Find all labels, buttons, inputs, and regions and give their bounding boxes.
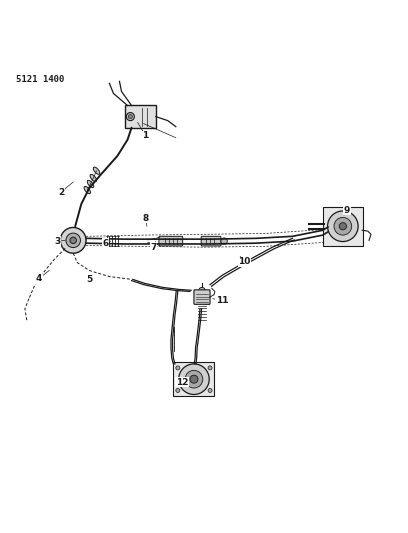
- Circle shape: [70, 237, 76, 244]
- Circle shape: [129, 115, 132, 119]
- Text: 9: 9: [344, 206, 350, 215]
- Ellipse shape: [84, 187, 91, 193]
- Text: 5: 5: [86, 275, 93, 284]
- Circle shape: [199, 287, 205, 294]
- Circle shape: [339, 223, 346, 230]
- Circle shape: [334, 217, 352, 235]
- Ellipse shape: [90, 174, 97, 182]
- FancyBboxPatch shape: [323, 206, 363, 246]
- FancyBboxPatch shape: [173, 362, 215, 397]
- Text: 10: 10: [238, 257, 251, 266]
- Text: 1: 1: [142, 131, 149, 140]
- Text: 4: 4: [36, 274, 42, 283]
- FancyBboxPatch shape: [159, 236, 183, 246]
- Text: 5121 1400: 5121 1400: [16, 75, 64, 84]
- FancyBboxPatch shape: [125, 105, 156, 128]
- Text: 12: 12: [175, 378, 188, 387]
- Ellipse shape: [87, 180, 94, 188]
- Circle shape: [185, 370, 203, 388]
- Text: 11: 11: [216, 296, 228, 305]
- Text: 3: 3: [54, 237, 60, 246]
- Circle shape: [66, 233, 80, 248]
- Text: 7: 7: [151, 243, 157, 252]
- Circle shape: [208, 366, 212, 370]
- Circle shape: [221, 238, 227, 244]
- FancyBboxPatch shape: [201, 236, 221, 246]
- Circle shape: [176, 389, 180, 392]
- Circle shape: [190, 375, 198, 383]
- Circle shape: [176, 366, 180, 370]
- Ellipse shape: [93, 167, 100, 174]
- Circle shape: [179, 364, 209, 394]
- Circle shape: [328, 211, 358, 241]
- Text: 8: 8: [142, 214, 149, 223]
- Circle shape: [126, 112, 134, 120]
- Circle shape: [208, 389, 212, 392]
- Circle shape: [60, 228, 86, 253]
- Text: 6: 6: [102, 239, 109, 248]
- Text: 2: 2: [58, 188, 64, 197]
- FancyBboxPatch shape: [194, 290, 210, 304]
